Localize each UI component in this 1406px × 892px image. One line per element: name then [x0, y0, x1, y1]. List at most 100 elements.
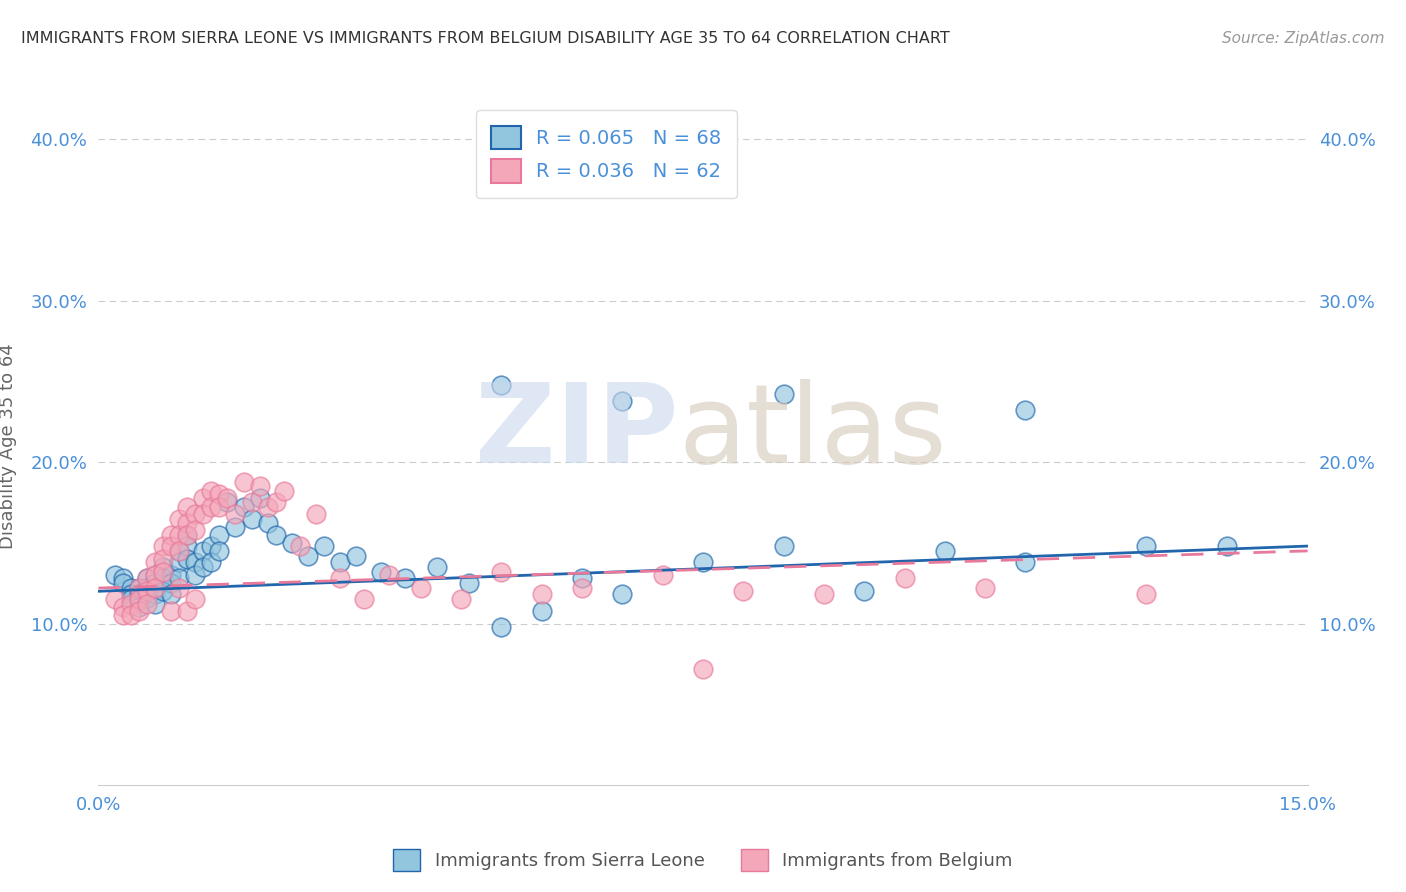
Point — [426, 560, 449, 574]
Point — [152, 571, 174, 585]
Point — [128, 587, 150, 601]
Point — [152, 560, 174, 574]
Point — [692, 555, 714, 569]
Point — [458, 576, 481, 591]
Point — [281, 536, 304, 550]
Point — [176, 528, 198, 542]
Point — [217, 491, 239, 505]
Point — [232, 475, 254, 489]
Point — [491, 565, 513, 579]
Y-axis label: Disability Age 35 to 64: Disability Age 35 to 64 — [0, 343, 17, 549]
Point — [120, 587, 142, 601]
Point — [256, 500, 278, 515]
Point — [184, 523, 207, 537]
Point — [1135, 539, 1157, 553]
Point — [176, 500, 198, 515]
Point — [1135, 587, 1157, 601]
Point — [256, 516, 278, 531]
Point — [264, 528, 287, 542]
Point — [208, 544, 231, 558]
Point — [329, 555, 352, 569]
Point — [193, 507, 215, 521]
Point — [377, 568, 399, 582]
Point — [208, 500, 231, 515]
Point — [120, 581, 142, 595]
Point — [394, 571, 416, 585]
Point — [491, 620, 513, 634]
Point — [143, 576, 166, 591]
Point — [184, 555, 207, 569]
Point — [167, 581, 190, 595]
Point — [232, 500, 254, 515]
Point — [240, 511, 263, 525]
Point — [143, 581, 166, 595]
Point — [111, 576, 134, 591]
Text: Source: ZipAtlas.com: Source: ZipAtlas.com — [1222, 31, 1385, 46]
Point — [612, 393, 634, 408]
Point — [135, 591, 157, 605]
Point — [344, 549, 367, 563]
Point — [288, 539, 311, 553]
Point — [297, 549, 319, 563]
Point — [370, 565, 392, 579]
Point — [200, 555, 222, 569]
Point — [111, 571, 134, 585]
Point — [224, 507, 246, 521]
Point — [176, 516, 198, 531]
Point — [692, 662, 714, 676]
Point — [176, 528, 198, 542]
Point — [305, 507, 328, 521]
Point — [152, 565, 174, 579]
Point — [240, 495, 263, 509]
Point — [167, 511, 190, 525]
Point — [103, 568, 125, 582]
Point — [571, 571, 593, 585]
Point — [200, 500, 222, 515]
Point — [143, 568, 166, 582]
Point — [152, 552, 174, 566]
Point — [143, 587, 166, 601]
Point — [128, 581, 150, 595]
Point — [1014, 403, 1036, 417]
Point — [184, 592, 207, 607]
Point — [103, 592, 125, 607]
Point — [974, 581, 997, 595]
Point — [208, 487, 231, 501]
Point — [1216, 539, 1239, 553]
Point — [160, 587, 183, 601]
Point — [111, 608, 134, 623]
Point — [491, 377, 513, 392]
Point — [530, 587, 553, 601]
Point — [128, 594, 150, 608]
Point — [160, 604, 183, 618]
Point — [273, 484, 295, 499]
Point — [1014, 555, 1036, 569]
Point — [612, 587, 634, 601]
Point — [120, 592, 142, 607]
Point — [571, 581, 593, 595]
Point — [135, 571, 157, 585]
Point — [167, 544, 190, 558]
Point — [143, 568, 166, 582]
Point — [353, 592, 375, 607]
Point — [409, 581, 432, 595]
Point — [160, 528, 183, 542]
Point — [167, 555, 190, 569]
Point — [120, 608, 142, 623]
Point — [176, 539, 198, 553]
Point — [329, 571, 352, 585]
Point — [167, 528, 190, 542]
Point — [128, 592, 150, 607]
Point — [200, 484, 222, 499]
Point — [208, 528, 231, 542]
Point — [160, 576, 183, 591]
Point — [224, 519, 246, 533]
Point — [772, 387, 794, 401]
Point — [135, 584, 157, 599]
Point — [167, 571, 190, 585]
Point — [249, 491, 271, 505]
Point — [733, 584, 755, 599]
Point — [143, 597, 166, 611]
Legend: Immigrants from Sierra Leone, Immigrants from Belgium: Immigrants from Sierra Leone, Immigrants… — [387, 842, 1019, 879]
Point — [200, 539, 222, 553]
